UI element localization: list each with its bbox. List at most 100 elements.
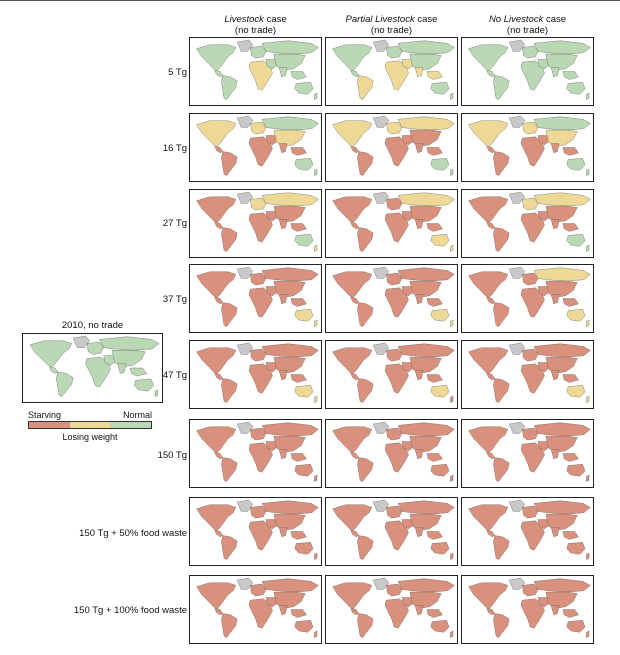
world-map-svg [196,499,319,560]
region-south-america [357,151,374,176]
region-new-zealand [314,552,318,560]
world-map-svg [196,421,319,482]
region-south-america [493,613,510,638]
region-europe [386,348,403,362]
region-asia [273,513,306,531]
region-asia [273,129,306,147]
legend-losing-weight-label: Losing weight [62,432,118,442]
region-central-america [350,69,359,78]
row-label-150tg-100-waste: 150 Tg + 100% food waste [73,605,187,616]
region-asia [409,53,442,71]
region-middle-east [265,211,278,222]
legend-swatch-starving [29,422,70,428]
region-australia [566,620,586,633]
world-map-svg [29,335,160,397]
baseline-world-map [22,333,163,403]
region-russia [261,343,319,358]
region-north-america [332,196,373,224]
region-asia [273,356,306,374]
region-australia [566,385,586,398]
region-new-zealand [586,395,590,403]
region-australia [294,234,314,247]
region-europe [522,505,539,519]
region-se-asia [290,453,307,462]
region-middle-east [265,597,278,608]
region-south-america [221,535,238,560]
region-north-america [468,196,509,224]
world-map-svg [196,191,319,252]
world-map-no-livestock-row-5 [461,340,594,409]
region-se-asia [426,298,443,307]
region-north-america [332,120,373,148]
region-new-zealand [314,168,318,176]
region-russia [397,192,455,207]
region-europe [250,272,267,286]
region-australia [566,82,586,95]
region-australia [294,158,314,171]
world-map-livestock-row-3 [189,189,322,258]
region-new-zealand [450,168,454,176]
region-south-america [221,151,238,176]
world-map-partial-livestock-row-4 [325,264,458,333]
region-europe [250,197,267,211]
region-middle-east [401,441,414,452]
world-map-svg [468,115,591,176]
region-new-zealand [586,168,590,176]
region-middle-east [401,519,414,530]
region-europe [250,121,267,135]
region-middle-east [265,519,278,530]
region-se-asia [562,531,579,540]
legend-swatch-normal [110,422,152,428]
region-south-america [493,302,510,327]
region-australia [430,385,450,398]
region-middle-east [537,519,550,530]
region-south-america [357,75,374,100]
world-map-svg [468,421,591,482]
region-south-asia [414,143,424,154]
region-asia [409,513,442,531]
region-south-asia [278,449,288,460]
world-map-livestock-row-1 [189,37,322,106]
region-new-zealand [450,395,454,403]
region-south-asia [414,219,424,230]
region-russia [533,422,591,437]
legend-color-bar [28,421,152,429]
region-central-america [486,451,495,460]
region-russia [533,578,591,593]
baseline-title: 2010, no trade [61,320,124,331]
region-russia [397,343,455,358]
region-asia [545,591,578,609]
world-map-no-livestock-row-8 [461,575,594,644]
region-europe [250,505,267,519]
world-map-partial-livestock-row-3 [325,189,458,258]
region-se-asia [426,453,443,462]
region-australia [566,309,586,322]
region-europe [386,505,403,519]
region-asia [409,356,442,374]
world-map-svg [332,499,455,560]
region-se-asia [129,367,148,377]
region-middle-east [265,286,278,297]
region-australia [430,309,450,322]
region-asia [545,53,578,71]
region-new-zealand [154,389,159,397]
world-map-svg [468,342,591,403]
region-russia [397,578,455,593]
row-label-150tg-50-waste: 150 Tg + 50% food waste [79,528,187,539]
region-se-asia [562,298,579,307]
region-north-america [196,120,237,148]
world-map-livestock-row-4 [189,264,322,333]
region-north-america [332,426,373,454]
world-map-no-livestock-row-7 [461,497,594,566]
region-south-asia [414,605,424,616]
world-map-svg [332,421,455,482]
region-se-asia [290,531,307,540]
world-map-no-livestock-row-4 [461,264,594,333]
region-new-zealand [450,319,454,327]
region-se-asia [426,609,443,618]
region-middle-east [537,211,550,222]
region-europe [250,348,267,362]
region-asia [273,591,306,609]
region-russia [397,40,455,55]
region-south-asia [278,294,288,305]
